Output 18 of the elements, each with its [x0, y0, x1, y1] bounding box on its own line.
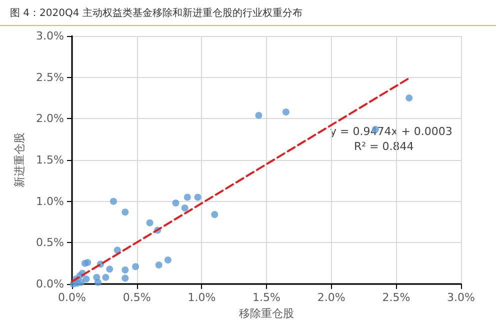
x-axis-title: 移除重仓股 [239, 306, 294, 320]
y-tick-label: 1.0% [36, 194, 64, 208]
y-axis-title: 新进重仓股 [13, 132, 26, 188]
x-tick-label: 3.0% [447, 291, 475, 304]
y-tick-label: 1.5% [36, 154, 64, 166]
chart-title: 图 4：2020Q4 主动权益类基金移除和新进重仓股的行业权重分布 [0, 0, 496, 26]
x-tick-label: 0.5% [122, 291, 151, 304]
y-tick-label: 2.0% [36, 112, 64, 126]
y-tick-label: 0.0% [36, 278, 64, 290]
annotation: R² = 0.844 [354, 140, 414, 153]
x-tick-label: 2.5% [382, 291, 410, 304]
x-tick-label: 0.0% [58, 291, 86, 304]
y-tick-label: 0.5% [36, 236, 64, 250]
x-tick-label: 2.0% [317, 291, 346, 304]
y-tick-label: 2.5% [36, 70, 64, 84]
y-tick-label: 3.0% [36, 30, 64, 42]
x-tick-label: 1.0% [188, 291, 216, 304]
x-tick-label: 1.5% [252, 291, 280, 304]
